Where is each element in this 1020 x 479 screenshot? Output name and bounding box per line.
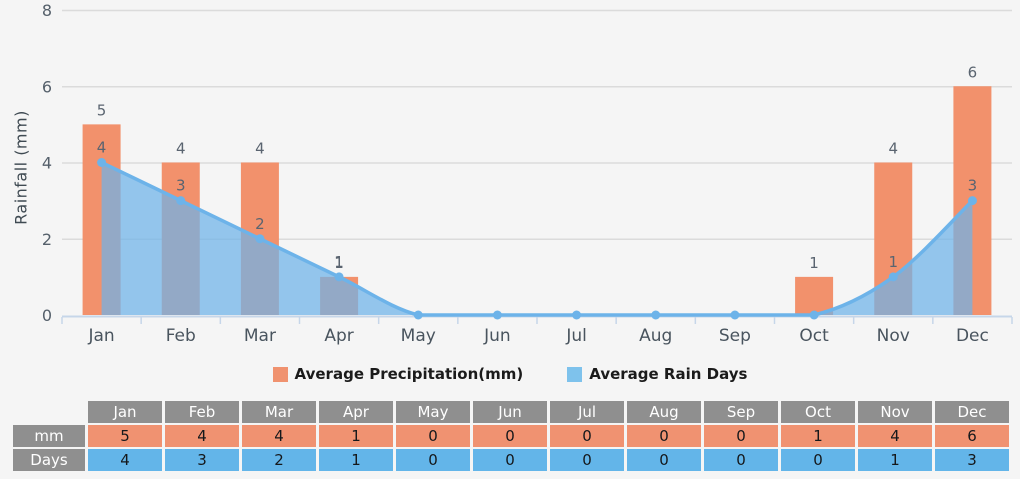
month-label: Jul [565,326,587,346]
table-cell: 1 [781,425,855,447]
chart-legend: Average Precipitation(mm) Average Rain D… [0,353,1020,395]
legend-label-rain-days: Average Rain Days [589,365,748,383]
month-label: Jan [87,326,114,346]
rain-days-marker [334,272,344,282]
table-month-header: Jul [550,401,624,423]
rain-days-swatch [567,366,583,382]
table-row-label: Days [13,449,85,471]
table-cell: 2 [242,449,316,471]
table-cell: 1 [858,449,932,471]
legend-item-precipitation[interactable]: Average Precipitation(mm) [272,365,524,383]
line-value-label: 2 [255,215,265,233]
table-cell: 0 [396,425,470,447]
table-cell: 0 [396,449,470,471]
table-cell: 4 [242,425,316,447]
month-label: Oct [799,326,829,346]
rain-days-marker [176,196,186,206]
table-cell: 4 [88,449,162,471]
month-label: May [401,326,436,346]
line-value-label: 4 [97,139,107,157]
rain-days-marker [492,310,502,320]
month-label: Aug [639,326,672,346]
line-value-label: 1 [888,253,898,271]
table-cell: 1 [319,425,393,447]
table-cell: 4 [165,425,239,447]
table-cell: 0 [627,425,701,447]
precipitation-swatch [272,366,288,382]
table-month-header: Jun [473,401,547,423]
table-cell: 6 [935,425,1009,447]
rain-days-marker [967,196,977,206]
y-tick-label: 2 [42,230,52,249]
line-value-label: 3 [176,177,186,195]
table-month-header: Aug [627,401,701,423]
legend-item-rain-days[interactable]: Average Rain Days [567,365,747,383]
legend-label-precipitation: Average Precipitation(mm) [294,365,524,383]
table-month-header: Nov [858,401,932,423]
table-cell: 0 [704,449,778,471]
bar-value-label: 4 [255,140,265,158]
month-label: Nov [877,326,910,346]
bar-value-label: 1 [809,254,819,272]
rain-days-marker [809,310,819,320]
table-cell: 0 [704,425,778,447]
data-table: Jan Feb Mar Apr May Jun Jul Aug Sep Oct Nov Dec mm 5 4… [10,399,1012,473]
y-axis-title: Rainfall (mm) [11,110,31,225]
table-month-header: Sep [704,401,778,423]
table-cell: 0 [781,449,855,471]
rain-days-marker [413,310,423,320]
bar-value-label: 5 [97,101,107,119]
table-cell: 0 [473,425,547,447]
table-month-header: Dec [935,401,1009,423]
y-tick-label: 4 [42,154,52,173]
table-month-header: Apr [319,401,393,423]
line-value-label: 1 [334,253,344,271]
table-cell: 0 [627,449,701,471]
month-label: Mar [244,326,276,346]
y-tick-label: 6 [42,77,52,96]
rain-days-marker [651,310,661,320]
rain-days-line [99,160,975,317]
rainfall-chart: 0 2 4 6 8 5 4 4 1 1 4 6 4 3 2 1 1 3 Jan Feb Mar Apr May Jun Jul A… [11,1,1013,346]
table-cell: 0 [550,425,624,447]
y-tick-label: 8 [42,1,52,20]
bar-value-label: 4 [888,140,898,158]
rain-days-area [101,162,973,315]
table-month-header: Feb [165,401,239,423]
bar-value-label: 1 [334,254,344,272]
rain-days-marker [730,310,740,320]
table-cell: 5 [88,425,162,447]
bar-value-label: 6 [968,63,978,81]
table-cell: 0 [550,449,624,471]
rain-days-marker [97,158,107,167]
table-month-header: Mar [242,401,316,423]
month-label: Dec [956,326,989,346]
table-month-header: Oct [781,401,855,423]
table-cell: 3 [935,449,1009,471]
rain-days-marker [888,272,898,282]
table-cell: 3 [165,449,239,471]
line-value-label: 3 [968,177,978,195]
table-month-header: May [396,401,470,423]
table-cell: 4 [858,425,932,447]
table-cell: 1 [319,449,393,471]
table-corner-cell [13,401,85,423]
table-row-label: mm [13,425,85,447]
precip-bar [795,276,834,315]
table-month-header: Jan [88,401,162,423]
y-tick-label: 0 [42,306,52,325]
month-label: Feb [166,326,196,346]
table-cell: 0 [473,449,547,471]
rain-days-marker [255,234,265,244]
month-label: Sep [719,326,751,346]
rain-days-marker [572,310,582,320]
bar-value-label: 4 [176,140,186,158]
month-label: Jun [483,326,511,346]
month-label: Apr [324,326,353,346]
